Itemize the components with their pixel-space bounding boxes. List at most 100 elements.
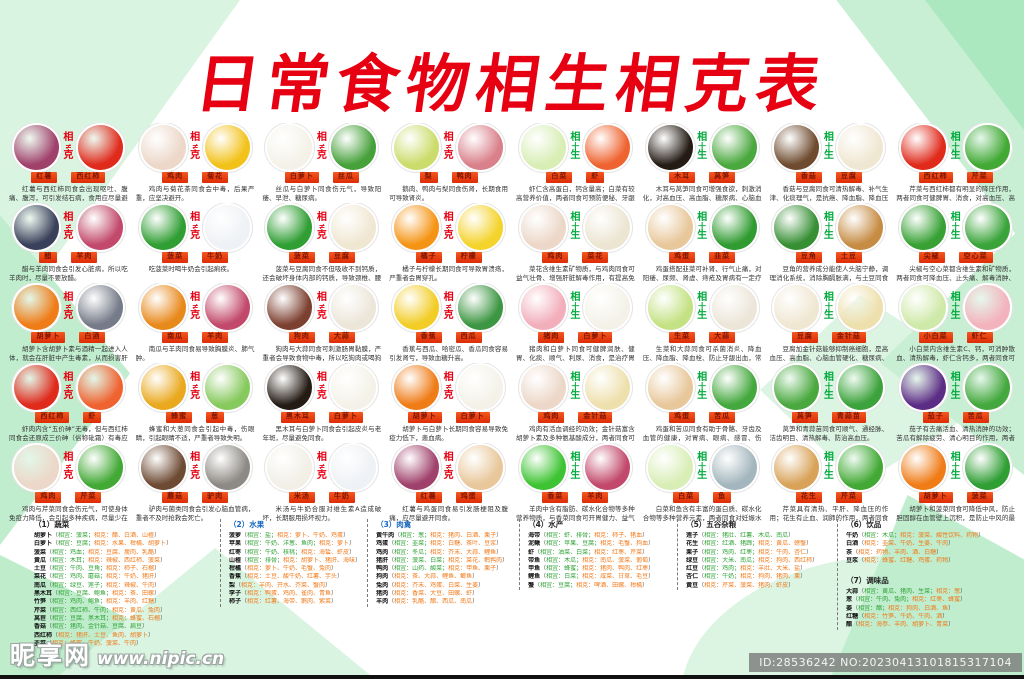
bracket: （ [698, 548, 705, 556]
food-pair-cell: 相 ≠ 克橘子 柠檬 橘子与柠檬长期同食可导致胃溃疡，严重者会胃穿孔。 [386, 203, 511, 283]
food-name-badges: 香菜 羊肉 [513, 492, 638, 503]
food-name-badge: 鸡蛋 [669, 252, 696, 263]
category-list-item: 茶（相克：药物、羊肉、酒、白糖） [846, 549, 1015, 557]
food-name-badge: 虾 [83, 412, 102, 423]
incompatible-with: 相克：辣椒、牛肉 [106, 581, 155, 589]
food-name: 李子 [229, 590, 242, 598]
incompatible-badge: 相 ≠ 克 [316, 291, 327, 321]
bracket: ） [502, 556, 509, 564]
category-header: （6）饮品 [846, 520, 882, 529]
bracket: （ [698, 581, 705, 589]
food-photo-香菇 [774, 124, 820, 170]
category-list-item: 豆浆（相克：蜂蜜、红糖、鸡蛋、药物） [846, 557, 1015, 565]
compatible-with: 相宜：虾、排骨； [546, 532, 595, 539]
incompatible-with: 相克：羊肚、大米、盐 [740, 565, 801, 573]
food-name: 红枣 [229, 548, 242, 556]
bracket: （ [388, 590, 395, 598]
compatible-with: 相宜：鸡肉、蘑菇； [52, 573, 107, 581]
bracket: （ [46, 573, 53, 581]
incompatible-with: 相克：韭菜、牛奶、生姜、牛肉 [864, 540, 949, 548]
pair-description: 豆角的营养成分能使人头脑宁静，调理消化系统，消除胸膈胀满，与土豆同食可防治急性肠… [769, 265, 889, 283]
food-photo-pair: 相十生 [893, 443, 1018, 491]
food-name-badge: 狗肉 [288, 332, 315, 343]
category-list-item: 栗子（相宜：鸡肉、红枣；相克：牛肉、杏仁） [686, 549, 831, 557]
food-photo-白萝卜 [331, 364, 377, 410]
site-url: www.nipic.cn [97, 649, 225, 669]
food-name-badge: 白菜 [673, 492, 700, 503]
food-pair-cell: 相 ≠ 克蘑菇 驴肉 驴肉与菌类同食会引发心脑血管病，重者不及时抢救会死亡。 [133, 443, 258, 523]
bracket: （ [241, 548, 248, 556]
food-name-badge: 豆腐 [835, 172, 862, 183]
bracket: （ [858, 613, 865, 621]
compatible-with: 相宜：排骨； [247, 556, 284, 564]
image-id-badge: ID:28536242 NO:20230413101815317104 [749, 653, 1022, 672]
food-photo-茄子 [901, 364, 947, 410]
incompatible-with: 相克：柿子、石榴 [106, 565, 155, 573]
category-list-item: 黄瓜（相宜：木耳；相克：辣椒、西红柿、菠菜） [34, 557, 214, 565]
food-pair-cell: 相 ≠ 克鸡肉 芹菜 鸡肉与芹菜同食会伤元气，可使身体免疫力降低，会引起多种疾病，尽量少… [6, 443, 131, 523]
bracket: ） [960, 596, 967, 604]
incompatible-with: 相克：菠菜、酸性饮料、药物 [900, 532, 979, 539]
bracket: （ [698, 573, 705, 581]
food-photo-pair: 相十生 [640, 283, 765, 331]
food-photo-空心菜 [965, 204, 1011, 250]
food-photo-羊肉 [584, 444, 630, 490]
food-name-badge: 橘子 [415, 252, 442, 263]
incompatible-badge: 相 ≠ 克 [443, 371, 454, 401]
bracket: ） [154, 598, 161, 606]
bracket: （ [46, 639, 53, 647]
food-pair-cell: 相 ≠ 克香蕉 西瓜 香蕉与西瓜、哈密瓜、香瓜同食容易引发肾亏，导致血糖升高。 [386, 283, 511, 363]
bracket: （ [388, 573, 395, 581]
food-pair-cell: 相十生小白菜 虾仁 小白菜内含维生素C、钙，可消肿散血、清热解毒，虾仁含钙多，两者同… [893, 283, 1018, 363]
food-photo-pair: 相十生 [767, 443, 892, 491]
food-photo-柠檬 [458, 204, 504, 250]
incompatible-with: 相克：萝卜 [319, 540, 350, 548]
food-name: 红豆 [686, 565, 699, 573]
bracket: ） [948, 621, 955, 629]
category-list-item: 菠菜（相宜：鸡血；相克：豆腐、瘦肉、乳酪） [34, 549, 214, 557]
food-name-badges: 梨 鸭肉 [386, 172, 511, 183]
food-photo-pair: 相 ≠ 克 [386, 443, 511, 491]
bracket: ） [788, 581, 795, 589]
incompatible-with: 相克：猪肉、鸭肉、红枣 [582, 565, 649, 573]
food-photo-葱 [204, 364, 250, 410]
incompatible-with: 相克：茶、大蒜、鲤鱼、鲫鱼 [394, 573, 473, 581]
food-name: 鸡肉 [376, 548, 389, 556]
food-pair-cell: 相 ≠ 克南瓜 羊肉 南瓜与羊肉同食易导致胸膜炎、肺气肿。 [133, 283, 258, 363]
category-list-item: 白酒（相克：韭菜、牛奶、生姜、牛肉） [846, 540, 1015, 548]
food-pair-cell: 相十生莴笋 青蒜苗 莴笋和青蒜苗同食可顺气、通经脉、洁齿明目、清热解毒、防治高血压。 [767, 363, 892, 443]
food-name-badges: 鸡蛋 韭菜 [640, 252, 765, 263]
food-photo-菠菜 [965, 444, 1011, 490]
food-name-badge: 鸡肉 [162, 172, 189, 183]
food-name-badge: 红薯 [415, 492, 442, 503]
food-name: 鸭肉 [376, 565, 389, 573]
food-photo-驴肉 [204, 444, 250, 490]
food-pair-cell: 相十生豆角 土豆 豆角的营养成分能使人头脑宁静，调理消化系统，消除胸膈胀满，与土豆同… [767, 203, 892, 283]
category-header: （1）蔬菜 [34, 520, 70, 529]
incompatible-with: 相克：芥末、大蒜、鲤鱼 [430, 548, 497, 556]
food-photo-pair: 相十生 [893, 203, 1018, 251]
compatible-with: 相宜：鸡肉； [704, 565, 741, 573]
site-logo: 昵享网 [10, 641, 92, 670]
incompatible-badge: 相 ≠ 克 [443, 451, 454, 481]
pair-description: 吃菠菜时喝牛奶会引起痢疾。 [148, 265, 234, 273]
incompatible-with: 相克：药物、羊肉、酒、白糖 [858, 548, 937, 556]
food-pair-cell: 相十生鸡蛋 苦瓜 鸡蛋和苦瓜同食有助于骨骼、牙齿及血管的健康，对胃病、眼病、感冒、伤… [640, 363, 765, 443]
food-photo-pair: 相 ≠ 克 [6, 203, 131, 251]
incompatible-with: 相克：黄瓜、兔肉 [112, 606, 161, 614]
food-pair-cell: 相 ≠ 克米汤 牛奶 米汤与牛奶合服对维生素A造成破坏，长期服用损坏视力。 [260, 443, 385, 523]
food-photo-pair: 相十生 [640, 123, 765, 171]
food-photo-青蒜苗 [838, 364, 884, 410]
food-name-badge: 木耳 [669, 172, 696, 183]
pair-description: 米汤与牛奶合服对维生素A造成破坏，长期服用损坏视力。 [262, 505, 382, 522]
food-name: 黄牛肉 [376, 532, 395, 539]
food-name: 梨 [229, 581, 236, 589]
pair-description: 胡萝卜和菠菜同食可降低中风，防止胆固醇在血管壁上沉积，是防止中风的最佳菜肴。 [896, 505, 1015, 523]
category-list-item: 土豆（相宜：牛肉、豆角；相克：柿子、石榴） [34, 565, 214, 573]
food-name-badge: 羊肉 [202, 332, 229, 343]
food-name-badge: 白萝卜 [455, 412, 490, 423]
food-photo-pair: 相 ≠ 克 [133, 283, 258, 331]
bracket: （ [698, 556, 705, 564]
food-photo-pair: 相 ≠ 克 [6, 363, 131, 411]
category-list-item: 红糖（相克：竹笋、牛奶、牛肉、酒） [846, 613, 1015, 621]
